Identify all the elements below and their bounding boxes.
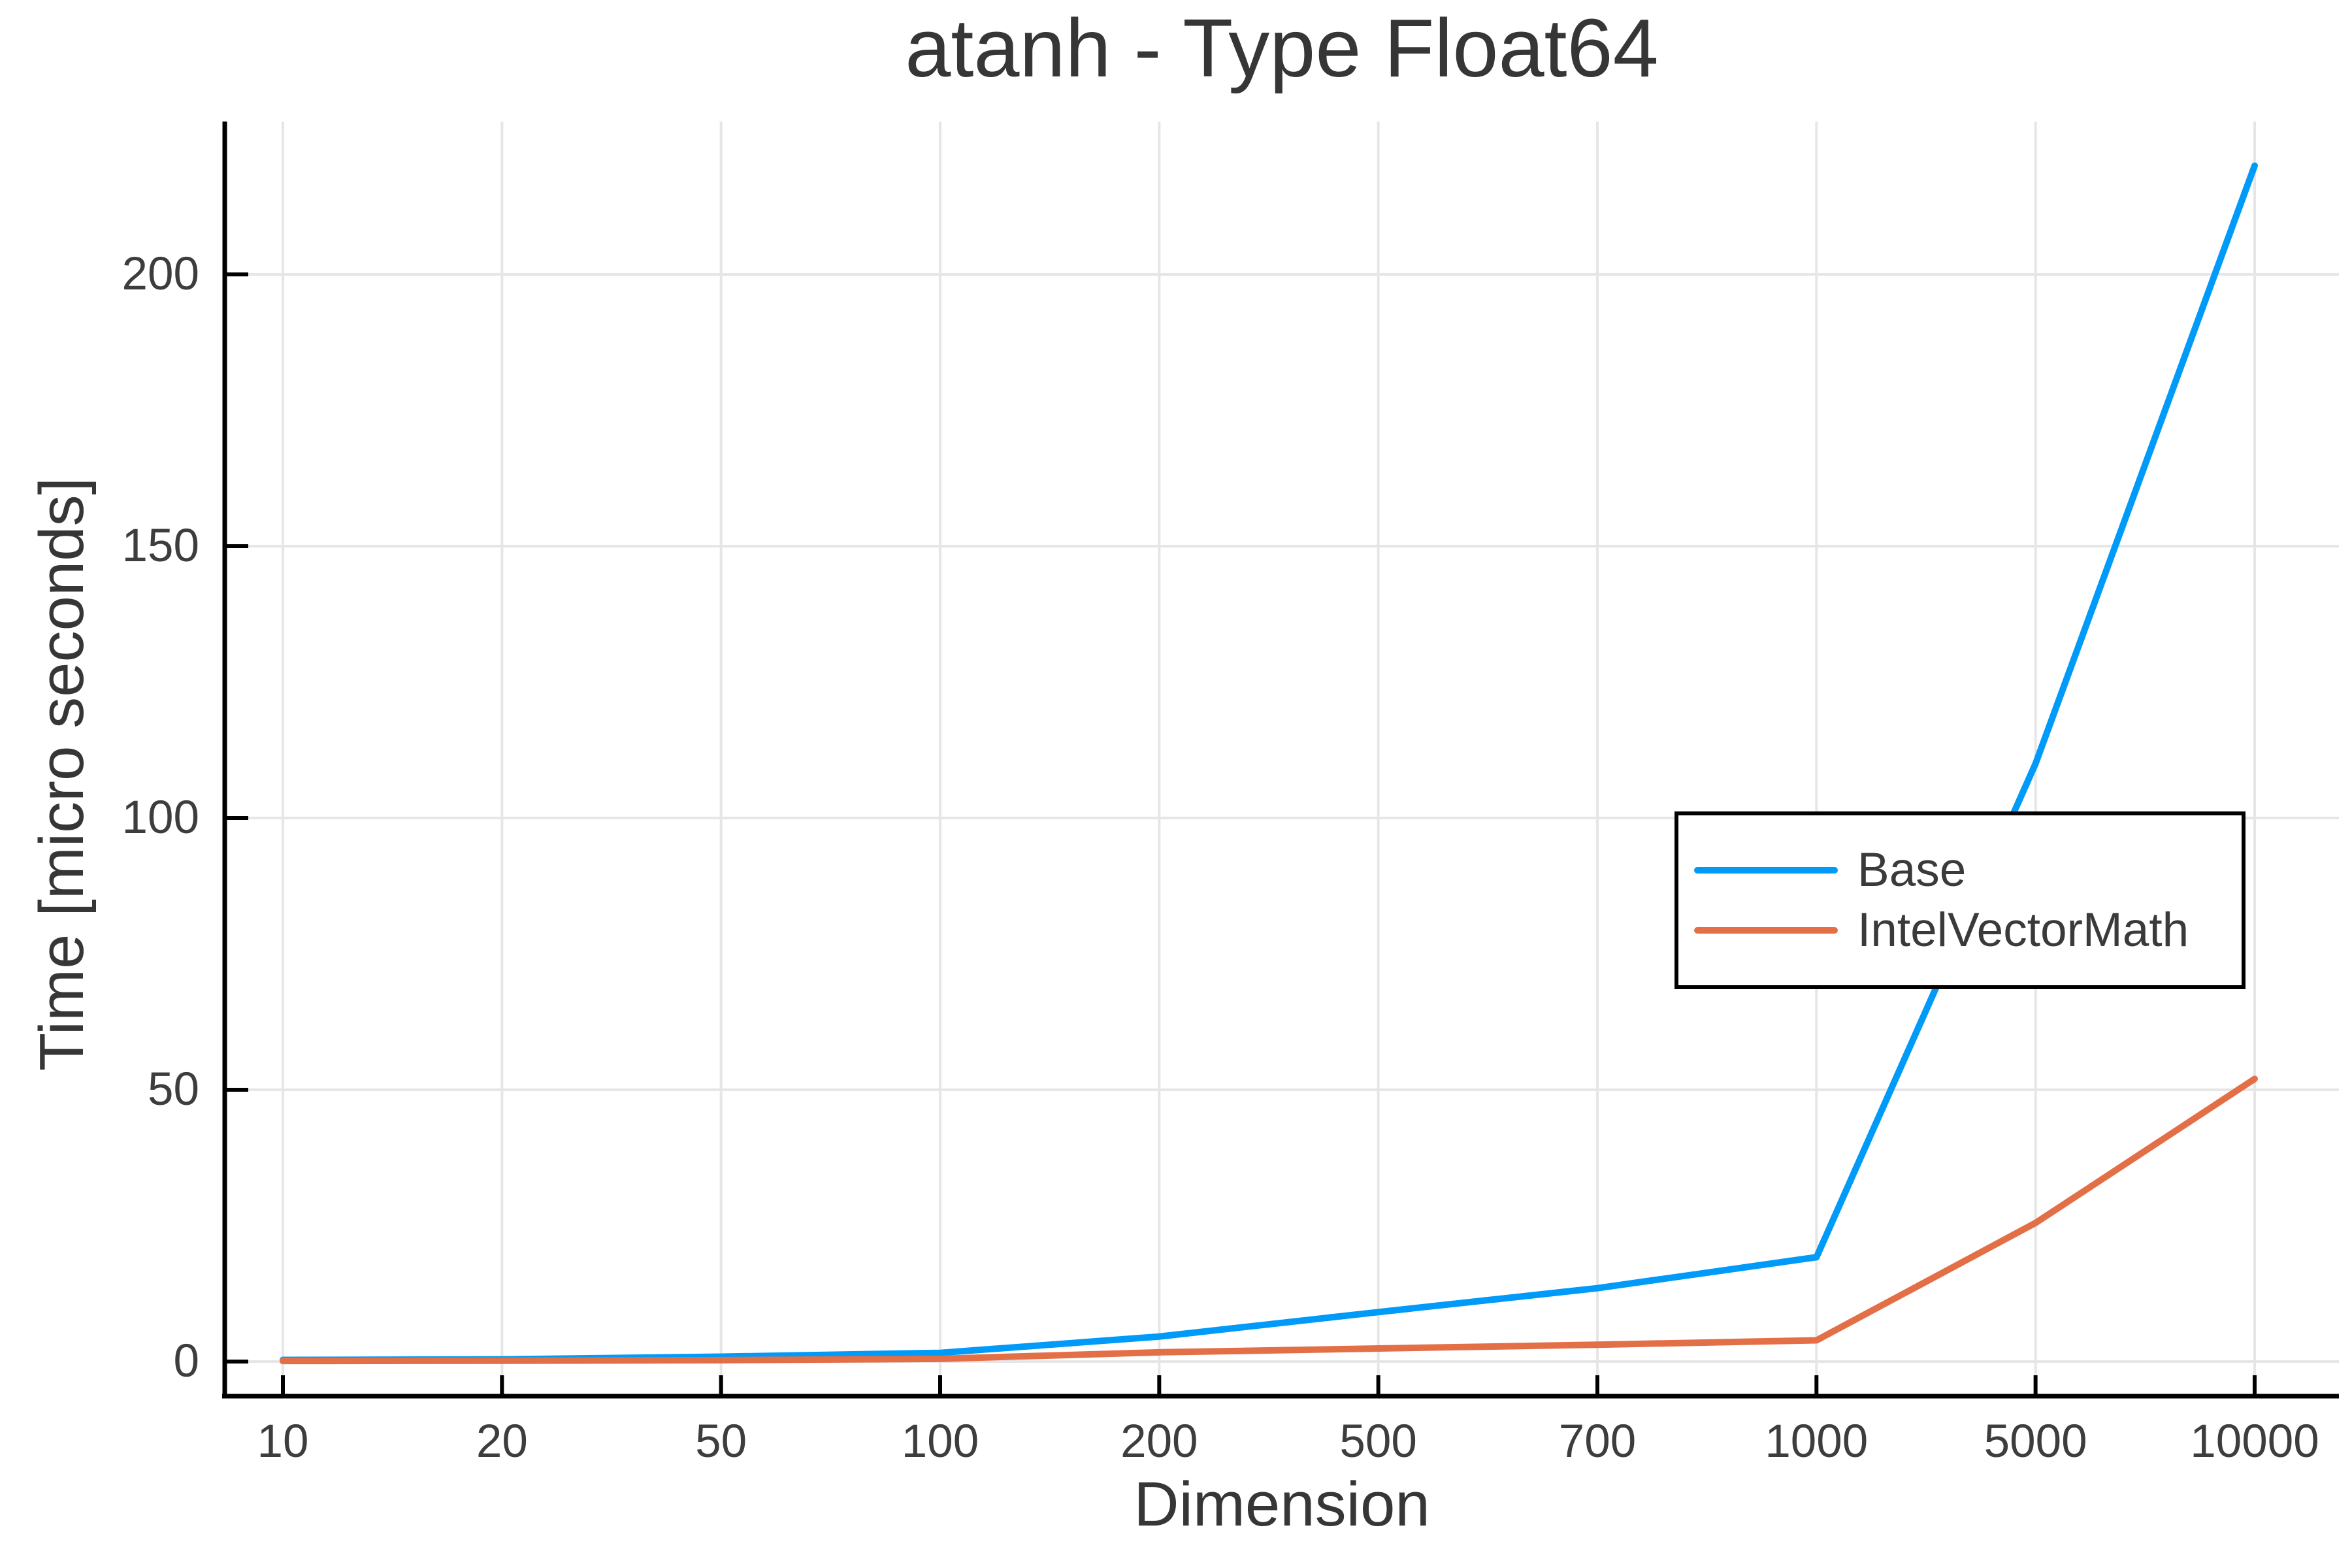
series-line-intelvectormath xyxy=(280,1075,2258,1365)
x-tick-label: 200 xyxy=(1120,1416,1198,1467)
legend-label-base: Base xyxy=(1857,843,1967,896)
y-tick-label: 150 xyxy=(122,520,199,572)
x-tick-label: 100 xyxy=(901,1416,979,1467)
legend-label-intelvectormath: IntelVectorMath xyxy=(1857,904,2189,956)
x-tick-label: 20 xyxy=(476,1416,528,1467)
x-tick-label: 500 xyxy=(1339,1416,1417,1467)
chart-title: atanh - Type Float64 xyxy=(905,2,1659,94)
legend: Base IntelVectorMath xyxy=(1674,811,2246,989)
y-tick-label: 50 xyxy=(148,1064,199,1115)
legend-item-base: Base xyxy=(1694,840,2242,900)
x-tick-label: 5000 xyxy=(1984,1416,2087,1467)
series-line-base xyxy=(280,162,2258,1364)
y-tick-label: 0 xyxy=(173,1335,200,1387)
legend-line-sample-intelvectormath xyxy=(1694,927,1838,934)
x-axis-label: Dimension xyxy=(1134,1469,1430,1539)
x-tick-label: 50 xyxy=(695,1416,747,1467)
y-tick-label: 100 xyxy=(122,792,199,843)
y-axis-label: Time [micro seconds] xyxy=(27,477,97,1071)
x-tick-label: 10000 xyxy=(2190,1416,2319,1467)
y-tick-label: 200 xyxy=(122,248,199,300)
legend-line-sample-base xyxy=(1694,867,1838,874)
x-tick-label: 700 xyxy=(1558,1416,1637,1467)
x-tick-label: 1000 xyxy=(1765,1416,1869,1467)
x-tick-label: 10 xyxy=(257,1416,309,1467)
legend-item-intelvectormath: IntelVectorMath xyxy=(1694,900,2242,960)
